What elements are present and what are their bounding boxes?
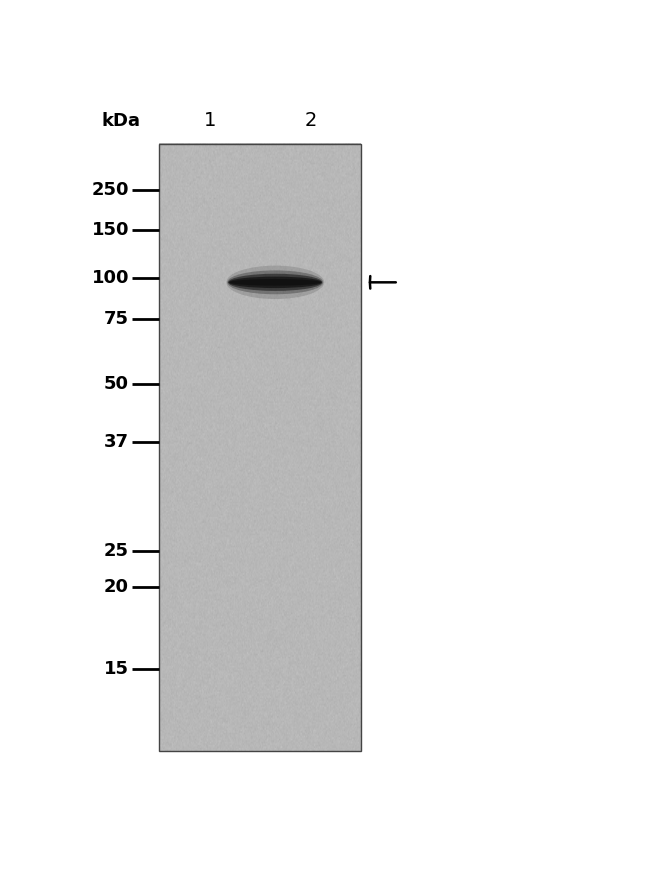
Text: 50: 50	[104, 375, 129, 393]
Text: 150: 150	[92, 222, 129, 239]
Text: 25: 25	[104, 542, 129, 560]
Text: 15: 15	[104, 660, 129, 678]
Ellipse shape	[228, 274, 322, 291]
Ellipse shape	[226, 266, 324, 299]
Text: 2: 2	[304, 112, 317, 130]
Bar	[159, 144, 361, 751]
Ellipse shape	[227, 270, 323, 294]
Text: 250: 250	[92, 181, 129, 198]
Text: kDa: kDa	[101, 113, 140, 130]
Text: 20: 20	[104, 579, 129, 596]
Ellipse shape	[229, 276, 322, 288]
Text: 75: 75	[104, 310, 129, 328]
Text: 37: 37	[104, 433, 129, 451]
Text: 1: 1	[203, 112, 216, 130]
Ellipse shape	[231, 281, 319, 284]
Ellipse shape	[229, 279, 321, 285]
Text: 100: 100	[92, 269, 129, 287]
